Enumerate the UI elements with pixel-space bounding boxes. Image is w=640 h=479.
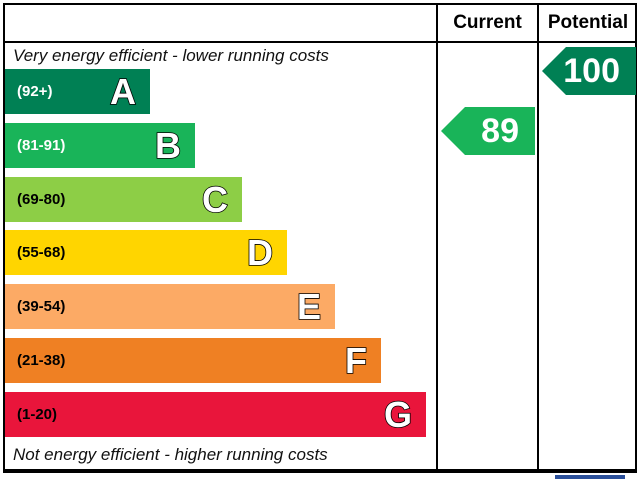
band-b: (81-91) B: [5, 123, 195, 168]
band-f: (21-38) F: [5, 338, 381, 383]
band-letter-e: E: [296, 285, 322, 328]
current-rating-arrow: 89: [441, 107, 535, 155]
caption-top: Very energy efficient - lower running co…: [13, 46, 329, 65]
band-range-f: (21-38): [17, 352, 66, 369]
header-divider: [3, 41, 637, 43]
band-letter-f: F: [344, 339, 368, 382]
band-letter-d: D: [246, 231, 274, 274]
potential-rating-arrow: 100: [542, 47, 636, 95]
current-rating-value: 89: [481, 112, 519, 150]
band-range-b: (81-91): [17, 137, 66, 154]
band-range-a: (92+): [17, 83, 53, 100]
chart-frame: [3, 3, 637, 473]
current-header: Current: [453, 12, 522, 33]
caption-bottom: Not energy efficient - higher running co…: [13, 445, 328, 464]
band-a: (92+) A: [5, 69, 150, 114]
potential-rating-value: 100: [563, 52, 620, 90]
band-g: (1-20) G: [5, 392, 426, 437]
band-e: (39-54) E: [5, 284, 335, 329]
band-letter-g: G: [383, 393, 413, 436]
band-range-c: (69-80): [17, 191, 66, 208]
current-column-divider: [436, 3, 438, 473]
band-c: (69-80) C: [5, 177, 242, 222]
potential-column-divider: [537, 3, 539, 473]
potential-arrow-shape: [542, 47, 636, 95]
potential-header: Potential: [547, 12, 629, 33]
bottom-blue-mark: [555, 475, 625, 479]
band-range-d: (55-68): [17, 244, 66, 261]
band-d: (55-68) D: [5, 230, 287, 275]
bottom-strip: [0, 473, 640, 479]
band-letter-c: C: [201, 178, 229, 221]
current-arrow-shape: [441, 107, 535, 155]
footer-divider: [3, 469, 637, 471]
band-range-e: (39-54): [17, 298, 66, 315]
band-letter-a: A: [109, 70, 137, 113]
band-letter-b: B: [154, 124, 182, 167]
band-range-g: (1-20): [17, 406, 58, 423]
